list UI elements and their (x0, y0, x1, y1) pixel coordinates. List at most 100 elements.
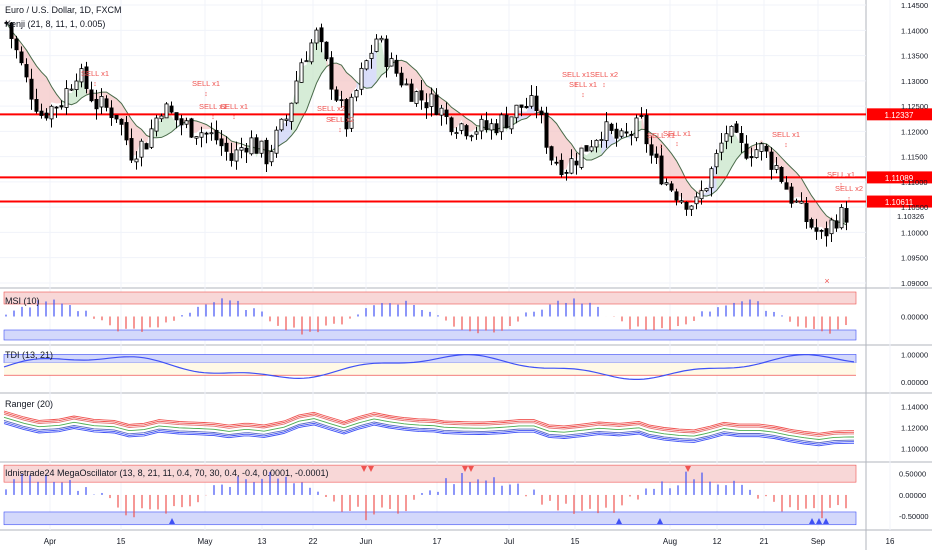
candle-body (719, 142, 724, 153)
candle-body (619, 130, 624, 137)
candle-body (689, 205, 694, 210)
candle-body (294, 80, 299, 104)
sell-signal-arrow: ↕ (211, 114, 215, 121)
candle-body (394, 59, 399, 74)
price-tick-label: 1.11500 (901, 153, 928, 162)
kenji-cloud-segment (71, 85, 77, 105)
candle-body (529, 95, 534, 107)
price-tick-label: 1.12000 (901, 127, 928, 136)
candle-body (139, 140, 144, 158)
ranger-panel: 1.14000 1.12000 1.10000 (3, 403, 928, 453)
candle-body (144, 143, 149, 150)
kenji-clouds (6, 18, 847, 233)
candle-body (169, 105, 174, 113)
sell-signal-arrow: ↕ (93, 81, 97, 88)
candle-body (479, 118, 484, 132)
candle-body (514, 104, 519, 119)
candle-body (314, 29, 319, 44)
ranger-band-line (3, 410, 854, 434)
kenji-cloud-segment (676, 160, 682, 197)
sell-signal-arrow: ↕ (204, 91, 208, 98)
candle-body (784, 182, 789, 190)
kenji-cloud-segment (481, 123, 487, 134)
kenji-cloud-segment (261, 137, 267, 160)
candle-body (749, 156, 754, 159)
sell-signal-arrow: ↕ (581, 92, 585, 99)
candle-body (589, 146, 594, 152)
candle-body (624, 131, 629, 134)
candle-body (69, 88, 74, 91)
candle-body (334, 89, 339, 101)
candle-body (39, 110, 44, 116)
candle-body (174, 112, 179, 121)
candle-body (399, 72, 404, 86)
candle-body (549, 146, 554, 161)
candle-body (229, 153, 234, 161)
price-axis[interactable]: 1.14500 1.14000 1.13500 1.13000 1.12500 1.120… (897, 1, 928, 288)
candle-body (739, 133, 744, 143)
ranger-band-line (3, 419, 854, 444)
horizontal-levels[interactable]: 1.12337 1.11089 1.10611 (0, 108, 932, 208)
candle-body (609, 123, 614, 131)
time-tick-label: 15 (571, 537, 580, 546)
mega-tick-label: -0.50000 (899, 512, 929, 521)
candle-body (484, 120, 489, 131)
candle-body (304, 60, 309, 63)
mega-lower-band (3, 511, 857, 526)
mega-sell-triangle (462, 466, 468, 472)
kenji-cloud-segment (46, 77, 52, 114)
candle-body (544, 112, 549, 148)
candle-body (219, 138, 224, 147)
level-price-label: 1.10611 (885, 198, 914, 207)
mega-sell-triangle (468, 466, 474, 472)
candle-body (639, 115, 644, 117)
sell-signal-label: SELL x1 (199, 102, 227, 111)
candle-body (574, 160, 579, 166)
mega-tick-label: 0.50000 (899, 470, 926, 479)
candle-body (339, 99, 344, 102)
candle-body (379, 37, 384, 41)
sell-signal-arrow: ↕ (659, 143, 663, 150)
candle-body (64, 88, 69, 108)
candle-body (114, 114, 119, 120)
candle-body (474, 131, 479, 135)
candle-body (109, 107, 114, 119)
candle-body (554, 161, 559, 164)
candle-body (234, 149, 239, 162)
candle-body (434, 94, 439, 115)
candle-body (309, 42, 314, 63)
sell-signal-arrow: ↕ (232, 114, 236, 121)
candle-body (744, 143, 749, 159)
candle-body (534, 95, 539, 112)
candle-body (814, 227, 819, 232)
candle-body (89, 89, 94, 102)
candle-body (409, 83, 414, 102)
candle-body (49, 105, 54, 120)
candle-body (404, 83, 409, 86)
kenji-cloud-segment (306, 46, 312, 111)
time-axis[interactable]: Apr 15 May 13 22 Jun 17 Jul 15 Aug 12 21 Sep 16 (44, 537, 895, 546)
sell-signal-label: SELL x1 (192, 79, 220, 88)
time-tick-label: Jul (504, 537, 514, 546)
candle-body (354, 90, 359, 98)
sell-signal-arrow: ↕ (602, 82, 606, 89)
candle-body (569, 158, 574, 174)
candle-body (419, 90, 424, 101)
time-tick-label: 12 (713, 537, 722, 546)
kenji-cloud-segment (751, 144, 757, 154)
candle-body (469, 135, 474, 138)
candle-body (119, 118, 124, 125)
kenji-cloud-segment (591, 144, 597, 160)
time-tick-label: 17 (433, 537, 442, 546)
candle-body (519, 104, 524, 108)
candle-body (359, 67, 364, 90)
candle-body (369, 52, 374, 59)
candle-body (24, 64, 29, 78)
candle-body (289, 102, 294, 122)
candle-body (54, 106, 59, 109)
time-tick-label: Jun (360, 537, 373, 546)
time-tick-label: Apr (44, 537, 57, 546)
kenji-cloud-segment (666, 147, 672, 187)
